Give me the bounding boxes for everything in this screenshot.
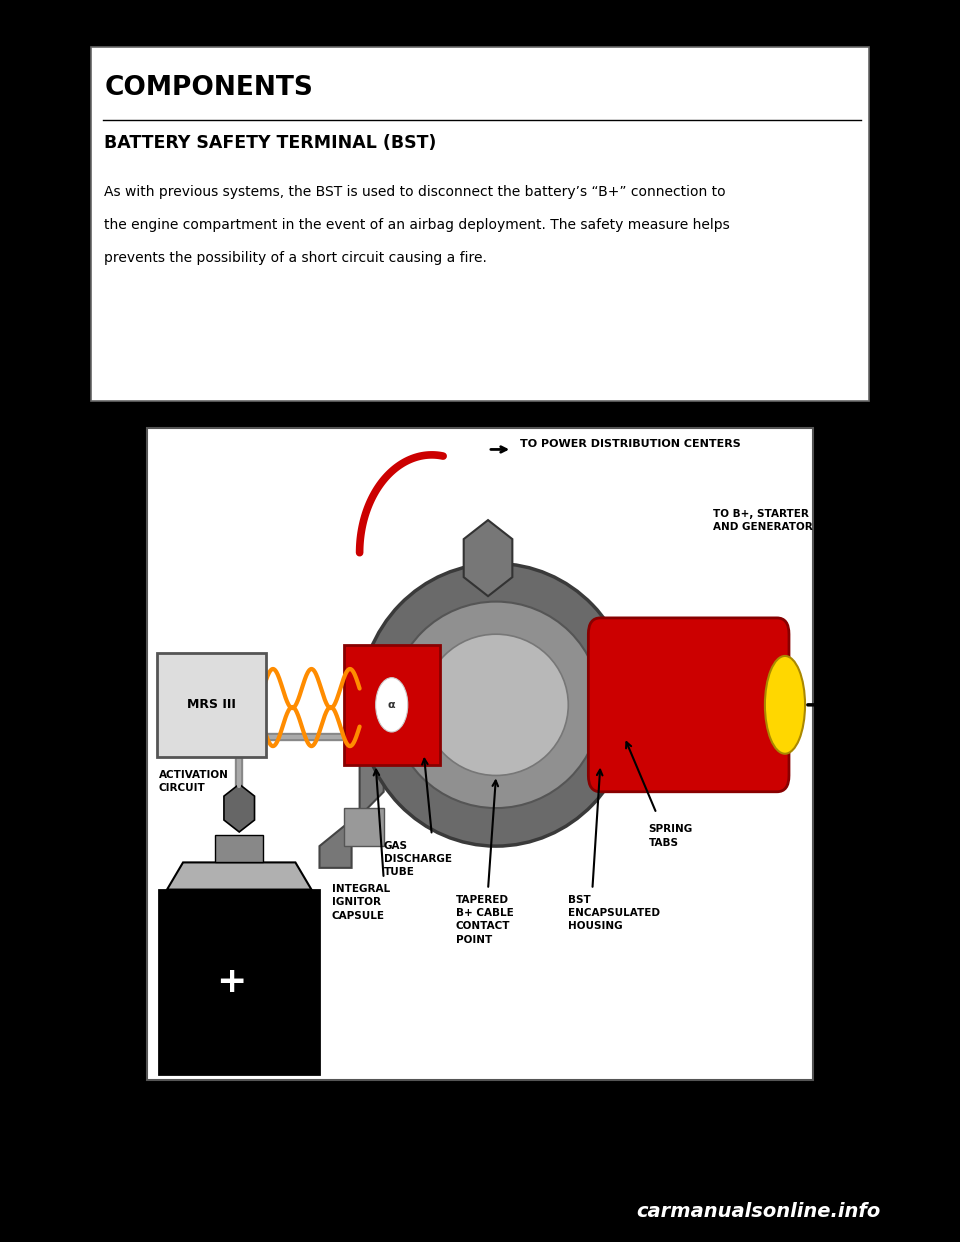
FancyBboxPatch shape	[156, 653, 266, 756]
Ellipse shape	[765, 656, 805, 754]
FancyBboxPatch shape	[147, 427, 813, 1079]
Polygon shape	[167, 862, 311, 889]
Polygon shape	[224, 784, 254, 832]
Text: MRS III: MRS III	[186, 698, 235, 712]
Text: carmanualsonline.info: carmanualsonline.info	[636, 1202, 880, 1221]
Text: the engine compartment in the event of an airbag deployment. The safety measure : the engine compartment in the event of a…	[105, 219, 731, 232]
Text: ACTIVATION
CIRCUIT: ACTIVATION CIRCUIT	[159, 770, 228, 794]
Text: BST
ENCAPSULATED
HOUSING: BST ENCAPSULATED HOUSING	[568, 895, 660, 932]
Text: SPRING
TABS: SPRING TABS	[649, 825, 693, 847]
FancyBboxPatch shape	[344, 645, 440, 765]
Ellipse shape	[375, 678, 408, 732]
Text: BATTERY SAFETY TERMINAL (BST): BATTERY SAFETY TERMINAL (BST)	[105, 134, 437, 153]
Text: +: +	[216, 965, 247, 999]
Text: TO POWER DISTRIBUTION CENTERS: TO POWER DISTRIBUTION CENTERS	[520, 438, 741, 450]
FancyBboxPatch shape	[588, 617, 789, 792]
Text: TO B+, STARTER
AND GENERATOR: TO B+, STARTER AND GENERATOR	[712, 509, 812, 533]
FancyBboxPatch shape	[159, 889, 320, 1074]
FancyBboxPatch shape	[344, 809, 384, 846]
Polygon shape	[320, 765, 384, 868]
Text: INTEGRAL
IGNITOR
CAPSULE: INTEGRAL IGNITOR CAPSULE	[331, 884, 390, 920]
Text: 9: 9	[847, 1135, 857, 1153]
Text: α: α	[388, 699, 396, 710]
Text: As with previous systems, the BST is used to disconnect the battery’s “B+” conne: As with previous systems, the BST is use…	[105, 185, 726, 200]
FancyBboxPatch shape	[91, 47, 869, 400]
Text: GAS
DISCHARGE
TUBE: GAS DISCHARGE TUBE	[384, 841, 452, 877]
Text: COMPONENTS: COMPONENTS	[105, 75, 313, 101]
Polygon shape	[464, 520, 513, 596]
Text: TAPERED
B+ CABLE
CONTACT
POINT: TAPERED B+ CABLE CONTACT POINT	[456, 895, 514, 945]
Text: prevents the possibility of a short circuit causing a fire.: prevents the possibility of a short circ…	[105, 251, 488, 265]
Ellipse shape	[360, 564, 633, 846]
FancyBboxPatch shape	[215, 835, 263, 862]
Ellipse shape	[392, 601, 600, 809]
Ellipse shape	[423, 635, 568, 775]
